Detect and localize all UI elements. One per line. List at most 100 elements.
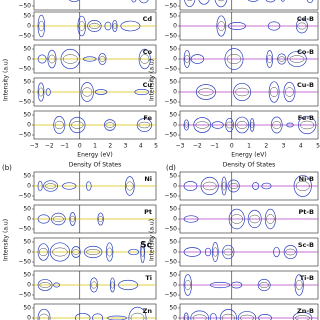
dos-outline [227,22,246,30]
dos-outline [82,56,97,62]
dos-outline [258,314,272,320]
y-tick-label: 50 [169,305,177,312]
dos-outline [249,118,255,132]
x-tick-label: 1 [247,143,251,150]
y-tick-label: 0 [173,89,177,96]
dos-inner [71,121,84,129]
y-tick-label: 50 [169,112,177,119]
y-tick-label: 0 [27,23,31,30]
subplot-frame [179,0,319,11]
dos-inner [90,281,98,289]
dos-outline [292,312,313,320]
dos-outline [85,181,92,191]
dos-inner [82,87,93,97]
dos-outline [221,176,227,196]
y-tick-label: 0 [173,216,177,223]
y-tick-label: 50 [169,239,177,246]
element-label: Pt [144,208,152,216]
dos-outline [92,313,104,320]
x-axis-label: Energy (eV) [77,152,112,159]
dos-outline [273,246,280,258]
dos-inner [226,121,233,129]
dos-inner [295,280,303,290]
dos-inner [98,215,104,223]
element-label: Ni-B [299,175,314,183]
element-label: Co-B [297,48,314,56]
x-tick-label: −3 [176,143,185,150]
y-tick-label: −50 [18,292,31,299]
element-label: Cu [143,81,153,89]
element-label: Zn [143,307,153,315]
dos-inner [249,214,261,224]
dos-inner [300,120,315,130]
subplot-frame [33,0,157,11]
dos-outline [87,20,102,32]
dos-outline [211,121,224,129]
y-tick-label: −50 [164,33,177,40]
dos-outline [37,54,47,64]
y-axis-label: Intensity (a.u) [3,219,10,261]
dos-inner [85,249,101,255]
y-tick-label: −50 [18,3,31,10]
dos-inner [198,88,214,96]
dos-outline [261,182,272,190]
y-tick-label: −50 [164,193,177,200]
dos-inner [192,314,207,320]
dos-inner [38,87,44,97]
dos-inner [184,54,190,64]
dos-inner [130,312,145,320]
dos-outline [83,245,103,259]
dos-outline [293,175,312,197]
dos-outline [211,242,219,262]
dos-inner [140,246,145,258]
dos-outline [118,279,139,291]
dos-outline [287,51,307,67]
x-tick-label: −1 [210,143,219,150]
dos-outline [266,50,274,68]
dos-outline [37,214,50,224]
dos-outline [257,278,271,292]
y-tick-label: 50 [169,206,177,213]
element-label: Sc-B [298,241,314,249]
dos-outline [183,119,190,131]
element-label: Fe-B [298,114,314,122]
dos-outline [49,242,71,262]
dos-outline [195,84,216,100]
dos-outline [51,212,66,226]
y-tick-label: 0 [27,282,31,289]
dos-inner [39,247,48,257]
y-tick-label: 50 [23,46,31,53]
dos-inner [217,21,225,31]
panel-title: Density Of States [69,162,121,169]
dos-outline [120,20,141,32]
dos-inner [48,54,56,64]
dos-inner [72,249,80,255]
dos-outline [228,208,245,230]
dos-inner [295,315,311,320]
dos-inner [62,54,78,64]
y-axis-label: Intensity (a.u) [3,59,10,101]
dos-inner [52,216,64,222]
dos-outline [128,306,147,320]
y-axis-label: Intensity (a.u) [149,219,156,261]
dos-inner [235,87,249,97]
element-label: Ti [145,274,152,282]
dos-inner [184,122,189,128]
y-tick-label: 0 [173,315,177,320]
y-tick-label: 50 [169,272,177,279]
dos-outline [252,182,260,190]
element-label: Co [143,48,153,56]
dos-inner [259,282,270,288]
dos-outline [104,21,112,31]
dos-outline [45,88,51,96]
y-tick-label: 50 [23,13,31,20]
y-tick-label: −50 [164,132,177,139]
dos-inner [266,214,275,224]
dos-outline [265,0,276,3]
element-label: Ni [144,175,152,183]
y-tick-label: −50 [164,226,177,233]
y-tick-label: −50 [18,193,31,200]
dos-outline [128,248,140,256]
x-tick-label: 3 [124,143,128,150]
y-tick-label: −50 [164,259,177,266]
